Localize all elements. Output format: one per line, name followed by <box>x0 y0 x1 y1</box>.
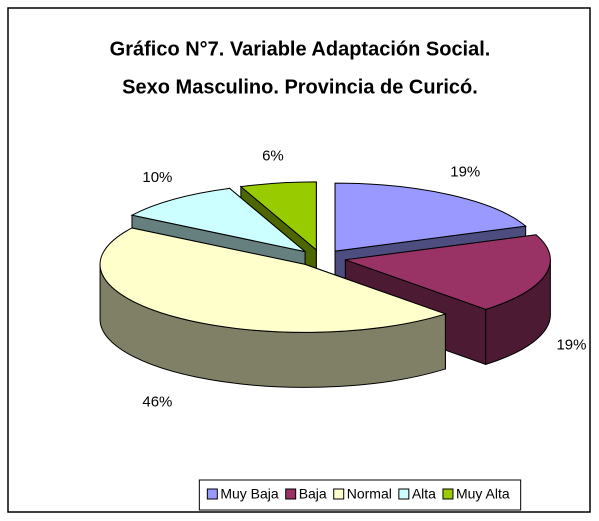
legend-label: Alta <box>412 486 436 502</box>
data-label: 19% <box>556 337 586 354</box>
legend-label: Baja <box>299 486 327 502</box>
chart-title: Gráfico N°7. Variable Adaptación Social. <box>110 38 491 60</box>
legend-swatch <box>206 488 218 500</box>
chart-title: Sexo Masculino. Provincia de Curicó. <box>122 76 478 98</box>
legend-swatch <box>442 488 454 500</box>
slice-top <box>345 234 551 310</box>
legend-label: Muy Baja <box>220 486 279 502</box>
legend-label: Muy Alta <box>456 486 510 502</box>
slice-top <box>99 227 447 333</box>
data-label: 46% <box>142 394 172 411</box>
data-label: 19% <box>450 163 480 180</box>
legend-swatch <box>333 488 345 500</box>
slice-top <box>334 182 527 252</box>
data-label: 10% <box>142 169 172 186</box>
legend-box <box>198 479 522 511</box>
pie-slice <box>99 227 447 388</box>
legend-swatch <box>398 488 410 500</box>
legend-label: Normal <box>347 486 392 502</box>
legend-swatch <box>285 488 297 500</box>
slice-top <box>130 187 306 253</box>
slice-top <box>239 181 317 251</box>
data-label: 6% <box>262 147 284 164</box>
